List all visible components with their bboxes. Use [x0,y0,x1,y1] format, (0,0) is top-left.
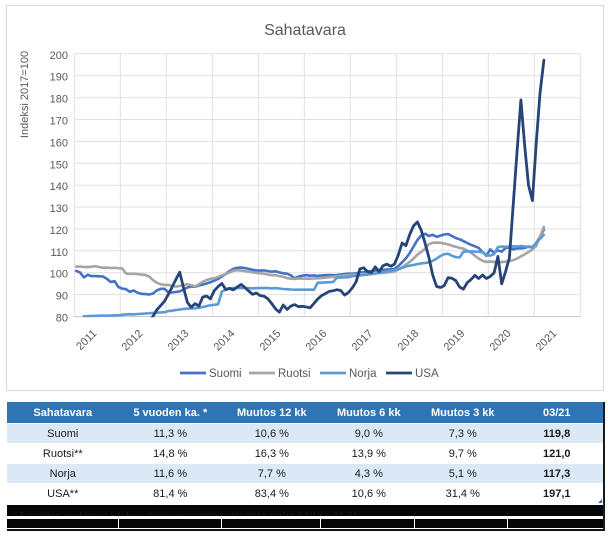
svg-text:140: 140 [50,181,68,193]
svg-text:150: 150 [50,159,68,171]
svg-text:100: 100 [50,269,68,281]
svg-text:160: 160 [50,137,68,149]
svg-text:2021: 2021 [534,328,560,354]
svg-text:2019: 2019 [442,328,468,354]
svg-text:110: 110 [50,247,68,259]
svg-text:2012: 2012 [120,328,146,354]
svg-text:USA: USA [415,368,439,380]
svg-text:Indeksi 2017=100: Indeksi 2017=100 [19,51,31,138]
svg-text:2017: 2017 [350,328,376,354]
svg-text:120: 120 [50,225,68,237]
svg-text:80: 80 [56,313,68,325]
svg-text:Ruotsi: Ruotsi [278,368,311,380]
svg-text:Sahatavara: Sahatavara [264,22,346,39]
svg-text:130: 130 [50,203,68,215]
svg-text:2015: 2015 [258,328,284,354]
svg-text:Suomi: Suomi [209,368,242,380]
svg-text:2014: 2014 [212,328,238,354]
svg-text:90: 90 [56,291,68,303]
svg-text:2018: 2018 [396,328,422,354]
svg-text:2011: 2011 [74,328,99,353]
svg-text:2013: 2013 [166,328,192,354]
svg-text:Norja: Norja [349,368,377,380]
svg-text:200: 200 [50,50,68,62]
svg-text:2020: 2020 [488,328,514,354]
svg-text:180: 180 [50,94,68,106]
svg-text:2016: 2016 [304,328,330,354]
svg-text:190: 190 [50,72,68,84]
svg-text:170: 170 [50,116,68,128]
